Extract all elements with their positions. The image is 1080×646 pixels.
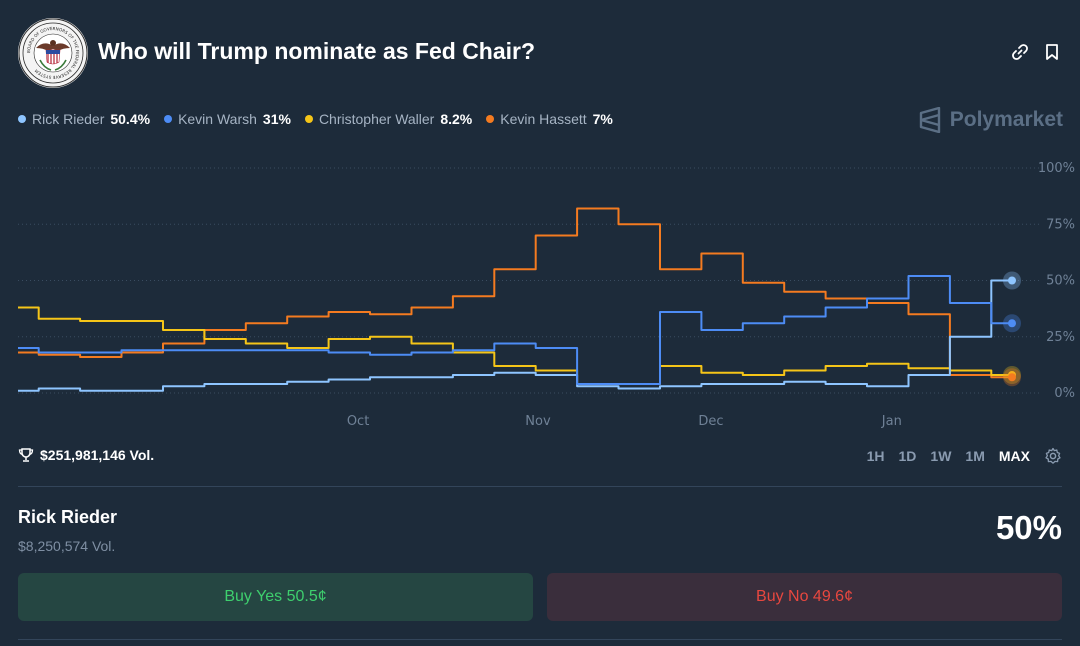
legend-item-christopher-waller[interactable]: Christopher Waller 8.2% [304, 111, 473, 127]
legend-name: Christopher Waller [318, 111, 435, 127]
legend-pct: 31% [262, 111, 291, 127]
range-1d[interactable]: 1D [898, 448, 917, 464]
legend-dot [18, 115, 26, 123]
outcome-volume: $8,250,574 Vol. [18, 538, 116, 554]
legend-name: Rick Rieder [32, 111, 105, 127]
legend-item-kevin-hassett[interactable]: Kevin Hassett 7% [486, 111, 613, 127]
y-tick-label: 25% [1046, 330, 1075, 345]
x-tick-label: Dec [698, 414, 723, 429]
settings-gear-icon[interactable] [1044, 447, 1062, 465]
y-tick-label: 50% [1046, 274, 1075, 289]
bottom-divider [18, 639, 1062, 640]
polymarket-brand: Polymarket [918, 107, 1063, 133]
x-tick-label: Oct [347, 414, 369, 429]
legend-dot [164, 115, 173, 123]
market-header: BOARD OF GOVERNORS OF THE FEDERAL RESERV… [18, 18, 1062, 88]
legend-item-rick-rieder[interactable]: Rick Rieder 50.4% [18, 111, 150, 127]
y-tick-label: 75% [1046, 217, 1075, 232]
time-range-selector: 1H 1D 1W 1M MAX [867, 447, 1062, 465]
brand-name: Polymarket [949, 108, 1063, 131]
legend-dot [486, 115, 495, 123]
polymarket-logo-icon [919, 107, 940, 133]
y-tick-label: 0% [1054, 386, 1075, 401]
series-line-rick-rieder [18, 279, 1012, 392]
y-tick-label: 100% [1038, 161, 1075, 176]
legend-pct: 50.4% [110, 111, 151, 127]
total-volume: $251,981,146 Vol. [18, 447, 154, 463]
range-1h[interactable]: 1H [866, 448, 885, 464]
series-line-kevin-warsh [18, 275, 1012, 385]
range-1w[interactable]: 1W [930, 448, 952, 464]
series-end-point [1008, 276, 1016, 285]
x-tick-label: Nov [525, 414, 551, 429]
legend-name: Kevin Hassett [500, 111, 587, 127]
price-chart[interactable]: 100% 75% 50% 25% 0% Oct Nov Dec Jan [0, 150, 1080, 440]
buy-no-button[interactable]: Buy No 49.6¢ [547, 573, 1062, 621]
legend-pct: 8.2% [440, 111, 473, 127]
link-icon[interactable] [1010, 42, 1030, 62]
total-volume-text: $251,981,146 Vol. [40, 447, 155, 463]
chart-legend: Rick Rieder 50.4% Kevin Warsh 31% Christ… [18, 111, 613, 127]
series-end-point [1008, 319, 1016, 328]
section-divider [18, 486, 1062, 487]
market-title: Who will Trump nominate as Fed Chair? [98, 38, 536, 64]
series-line-kevin-hassett [18, 207, 1012, 379]
trophy-icon [18, 448, 34, 462]
buy-yes-button[interactable]: Buy Yes 50.5¢ [18, 573, 533, 621]
legend-pct: 7% [592, 111, 613, 127]
price-chart-svg[interactable]: 100% 75% 50% 25% 0% Oct Nov Dec Jan [0, 150, 1080, 440]
bookmark-icon[interactable] [1042, 42, 1062, 62]
legend-item-kevin-warsh[interactable]: Kevin Warsh 31% [164, 111, 291, 127]
fed-seal-logo: BOARD OF GOVERNORS OF THE FEDERAL RESERV… [18, 18, 88, 88]
x-tick-label: Jan [881, 414, 902, 429]
range-max[interactable]: MAX [998, 448, 1030, 464]
legend-name: Kevin Warsh [178, 111, 257, 127]
series-end-point [1008, 373, 1016, 382]
series-line-christopher-waller [18, 306, 1012, 385]
legend-dot [304, 115, 313, 123]
range-1m[interactable]: 1M [965, 448, 985, 464]
outcome-probability: 50% [995, 509, 1062, 546]
outcome-name: Rick Rieder [18, 507, 118, 527]
